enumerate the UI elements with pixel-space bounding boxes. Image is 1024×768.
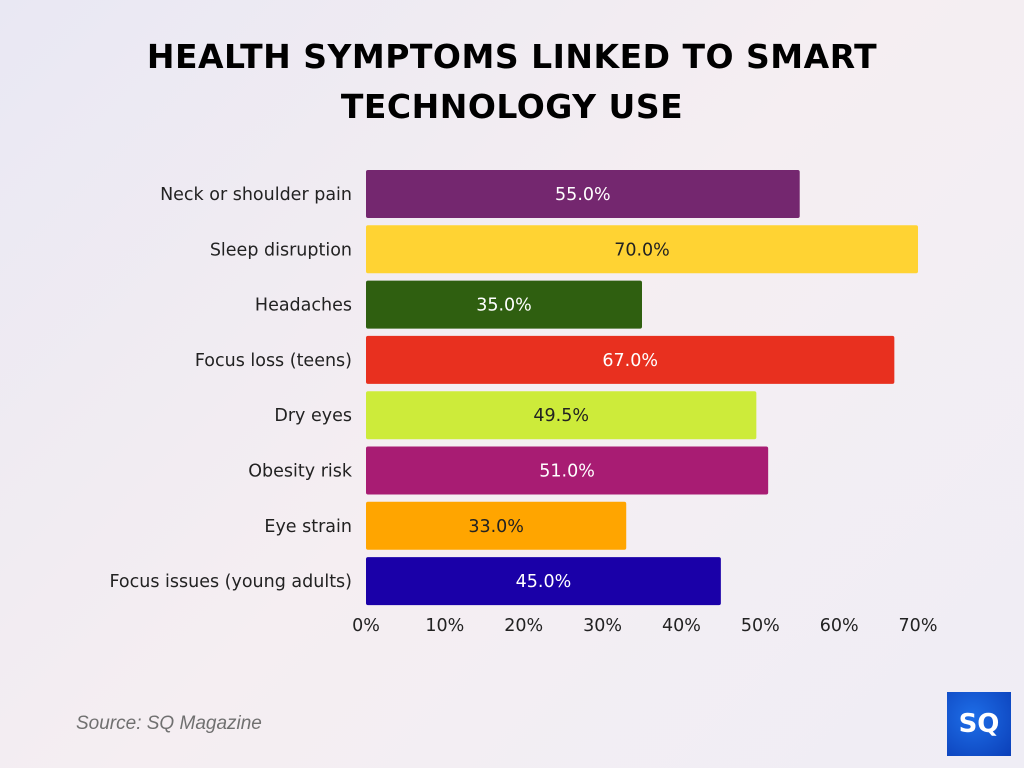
bar: [366, 557, 721, 606]
x-tick-label: 70%: [899, 616, 938, 636]
x-tick-label: 20%: [504, 616, 543, 636]
category-label: Dry eyes: [274, 406, 352, 426]
data-label: 35.0%: [476, 296, 532, 316]
data-label: 33.0%: [468, 517, 524, 537]
data-label: 70.0%: [614, 240, 670, 260]
x-tick-label: 0%: [352, 616, 380, 636]
data-label: 45.0%: [516, 572, 572, 592]
data-label: 67.0%: [602, 351, 658, 371]
data-label: 51.0%: [539, 462, 595, 482]
category-label: Neck or shoulder pain: [160, 185, 352, 205]
bar: [366, 446, 769, 495]
bar: [366, 335, 895, 384]
sq-logo: SQ: [947, 692, 1011, 756]
x-tick-label: 10%: [425, 616, 464, 636]
data-label: 49.5%: [533, 406, 589, 426]
x-tick-label: 50%: [741, 616, 780, 636]
source-text: Source: SQ Magazine: [76, 713, 262, 734]
bar: [366, 170, 800, 218]
category-label: Eye strain: [264, 517, 352, 537]
chart-title: HEALTH SYMPTOMS LINKED TO SMART TECHNOLOG…: [146, 37, 878, 126]
data-label: 55.0%: [555, 185, 611, 205]
bar: [366, 501, 627, 550]
bar: [366, 225, 918, 274]
category-label: Focus issues (young adults): [109, 572, 352, 592]
bar: [366, 280, 642, 329]
x-tick-label: 30%: [583, 616, 622, 636]
x-tick-label: 60%: [820, 616, 859, 636]
category-label: Headaches: [255, 296, 352, 316]
bar: [366, 391, 757, 440]
category-label: Sleep disruption: [210, 240, 352, 260]
category-label: Focus loss (teens): [195, 351, 352, 371]
x-tick-label: 40%: [662, 616, 701, 636]
category-label: Obesity risk: [248, 462, 353, 482]
